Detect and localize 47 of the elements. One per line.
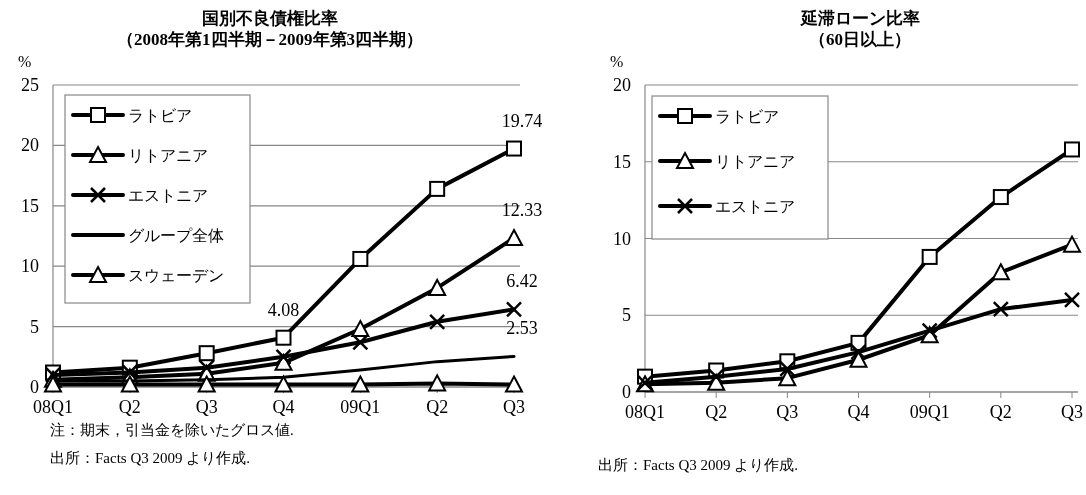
data-label: 19.74 xyxy=(501,110,543,131)
text: 出所：Facts Q3 2009 より作成. xyxy=(50,450,250,466)
x-tick-label: 08Q1 xyxy=(33,397,73,417)
chart-title: 国別不良債権比率 xyxy=(202,9,338,28)
data-label: 12.33 xyxy=(501,200,543,221)
x-tick-label: Q2 xyxy=(705,402,728,422)
text: 注：期末，引当金を除いたグロス値. xyxy=(50,422,294,438)
y-tick-label: 20 xyxy=(613,75,631,95)
x-tick-label: 08Q1 xyxy=(625,402,665,422)
y-tick-label: 15 xyxy=(21,195,39,216)
legend-label: エストニア xyxy=(128,187,208,204)
y-tick-label: 10 xyxy=(613,228,631,249)
legend-label: リトアニア xyxy=(128,147,208,164)
x-tick-label: Q4 xyxy=(847,402,870,422)
y-tick-label: 20 xyxy=(21,135,39,156)
data-label: 4.08 xyxy=(267,299,300,320)
legend-label: スウェーデン xyxy=(128,267,224,284)
x-tick-label: Q4 xyxy=(272,397,295,417)
x-tick-label: Q3 xyxy=(195,397,218,417)
x-tick-label: Q2 xyxy=(426,397,449,417)
y-axis-title: % xyxy=(610,53,624,70)
legend-label: リトアニア xyxy=(715,153,795,170)
y-axis-title: % xyxy=(18,53,32,70)
text: 出所：Facts Q3 2009 より作成. xyxy=(598,457,798,473)
y-tick-label: 10 xyxy=(21,256,39,277)
x-tick-label: Q3 xyxy=(776,402,799,422)
y-tick-label: 0 xyxy=(30,377,39,397)
x-tick-label: Q3 xyxy=(503,397,525,417)
x-tick-label: 09Q1 xyxy=(340,397,381,417)
legend-label: エストニア xyxy=(715,198,795,215)
x-tick-label: Q2 xyxy=(989,402,1012,422)
chart-title: 延滞ローン比率 xyxy=(798,9,920,28)
legend-label: ラトビア xyxy=(715,108,779,125)
x-tick-label: Q2 xyxy=(118,397,141,417)
x-tick-label: 09Q1 xyxy=(909,402,950,422)
y-tick-label: 5 xyxy=(622,305,631,326)
legend-label: ラトビア xyxy=(128,107,192,124)
y-tick-label: 25 xyxy=(21,75,39,95)
chart-subtitle: （2008年第1四半期－2009年第3四半期） xyxy=(117,30,423,49)
data-label: 6.42 xyxy=(506,271,538,292)
y-tick-label: 0 xyxy=(622,382,631,402)
legend-label: グループ全体 xyxy=(128,227,224,244)
x-tick-label: Q3 xyxy=(1061,402,1083,422)
chart-subtitle: （60日以上） xyxy=(809,30,911,49)
y-tick-label: 5 xyxy=(30,316,39,337)
data-label: 2.53 xyxy=(506,318,538,339)
y-tick-label: 15 xyxy=(613,151,631,172)
